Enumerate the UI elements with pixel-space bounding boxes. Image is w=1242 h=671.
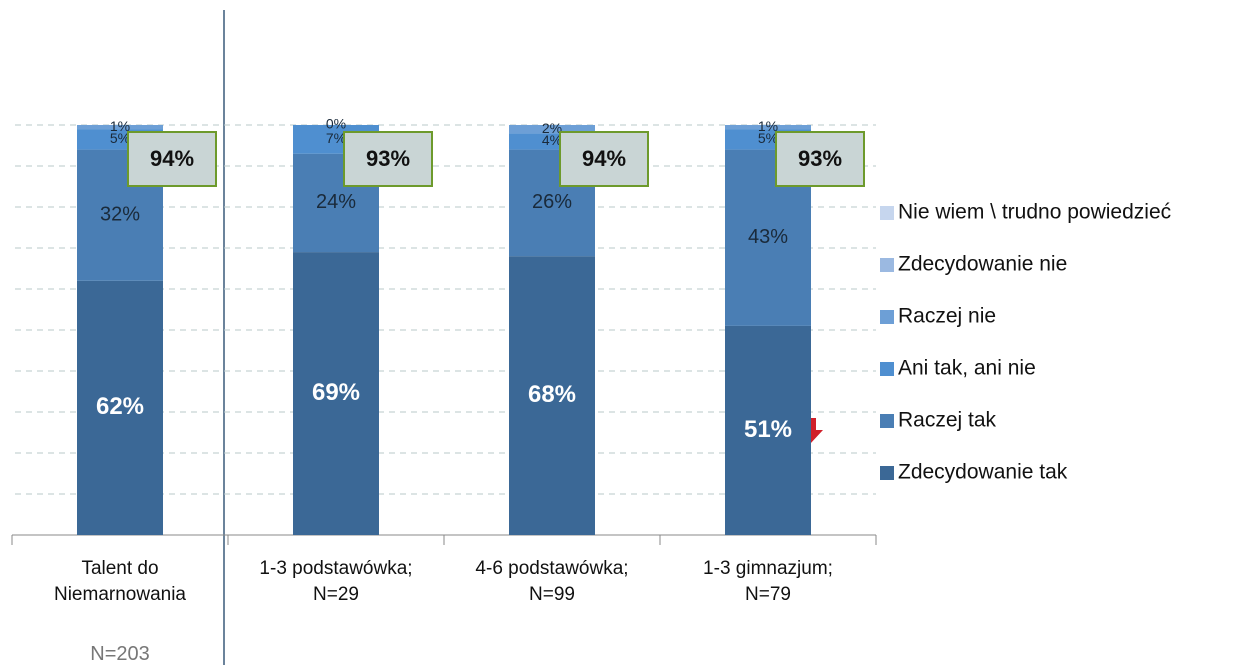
legend-swatch (880, 414, 894, 428)
value-label: 32% (100, 203, 140, 225)
legend-swatch (880, 310, 894, 324)
bar-segment (725, 125, 811, 130)
legend-label: Zdecydowanie tak (898, 461, 1068, 484)
total-box (775, 131, 865, 187)
value-label: 4% (542, 132, 562, 148)
bar-segment (77, 125, 163, 130)
value-label: 68% (528, 381, 576, 408)
value-label: 5% (110, 130, 130, 146)
bar-segment (725, 325, 811, 535)
legend-swatch (880, 466, 894, 480)
total-box (343, 131, 433, 187)
total-label: 94% (150, 146, 194, 171)
legend-swatch (880, 362, 894, 376)
bar-segment (509, 125, 595, 134)
legend-swatch (880, 258, 894, 272)
value-label: 62% (96, 393, 144, 420)
value-label: 43% (748, 226, 788, 248)
value-label: 7% (326, 130, 346, 146)
x-tick-label: 1-3 podstawówka; N=29 (259, 558, 413, 605)
total-box (127, 131, 217, 187)
legend-label: Nie wiem \ trudno powiedzieć (898, 201, 1171, 224)
legend-label: Ani tak, ani nie (898, 357, 1036, 380)
total-label: 93% (798, 146, 842, 171)
value-label: 69% (312, 379, 360, 406)
x-tick-label: 4-6 podstawówka; N=99 (475, 558, 629, 605)
value-label: 2% (542, 120, 562, 136)
legend-label: Raczej tak (898, 409, 997, 432)
value-label: 1% (758, 118, 778, 134)
total-label: 93% (366, 146, 410, 171)
legend-label: Zdecydowanie nie (898, 253, 1067, 276)
bar-segment (293, 252, 379, 535)
value-label: 26% (532, 191, 572, 213)
total-box (559, 131, 649, 187)
value-label: 0% (326, 116, 346, 132)
bar-segment (77, 280, 163, 535)
x-tick-label: Talent do Niemarnowania (53, 558, 186, 605)
value-label: 51% (744, 416, 792, 443)
value-label: 5% (758, 130, 778, 146)
value-label: 1% (110, 118, 130, 134)
value-label: 24% (316, 191, 356, 213)
bar-segment (509, 256, 595, 535)
note: N=203 (90, 643, 150, 665)
total-label: 94% (582, 146, 626, 171)
x-tick-label: 1-3 gimnazjum; N=79 (703, 558, 833, 605)
legend-swatch (880, 206, 894, 220)
legend-label: Raczej nie (898, 305, 996, 328)
